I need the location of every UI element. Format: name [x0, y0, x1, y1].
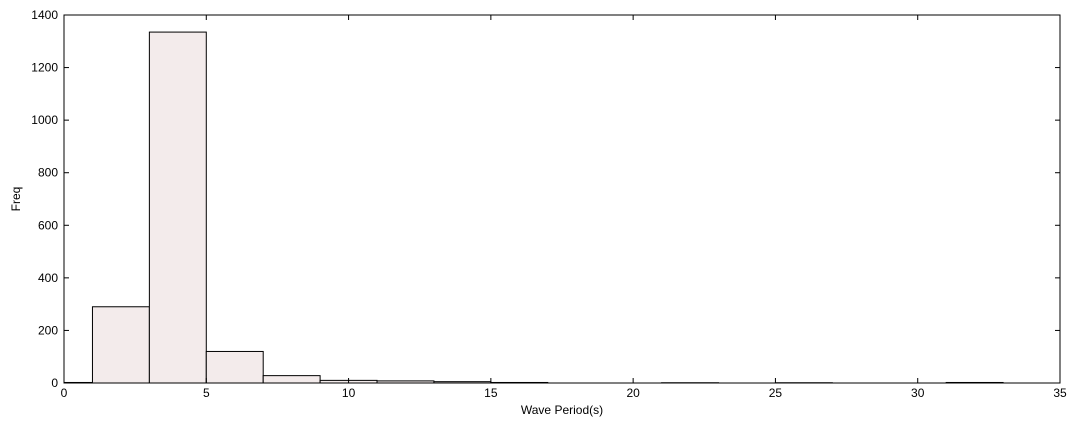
y-axis-label: Freq [9, 187, 23, 212]
y-tick-label: 0 [51, 376, 58, 390]
x-tick-label: 30 [911, 386, 925, 400]
x-tick-label: 20 [626, 386, 640, 400]
x-axis-label: Wave Period(s) [521, 403, 603, 417]
histogram-bar [148, 31, 207, 383]
y-tick-label: 1000 [31, 113, 58, 127]
y-tick-label: 1200 [31, 61, 58, 75]
histogram-bar [262, 375, 321, 383]
x-tick-label: 10 [342, 386, 356, 400]
x-tick-label: 15 [484, 386, 498, 400]
y-tick-label: 400 [38, 271, 58, 285]
x-tick-label: 25 [769, 386, 783, 400]
histogram-bar [205, 350, 264, 383]
y-tick-label: 600 [38, 218, 58, 232]
axes-box [63, 14, 1061, 384]
x-tick-label: 0 [61, 386, 68, 400]
y-tick-label: 200 [38, 323, 58, 337]
ticks-group: 0 5 10 15 20 25 30 35 0 200 400 600 800 1000 1200 1400 [31, 8, 1067, 400]
x-tick-label: 35 [1053, 386, 1067, 400]
y-tick-label: 800 [38, 166, 58, 180]
y-tick-label: 1400 [31, 8, 58, 22]
x-tick-label: 5 [203, 386, 210, 400]
histogram-bar [91, 306, 150, 383]
